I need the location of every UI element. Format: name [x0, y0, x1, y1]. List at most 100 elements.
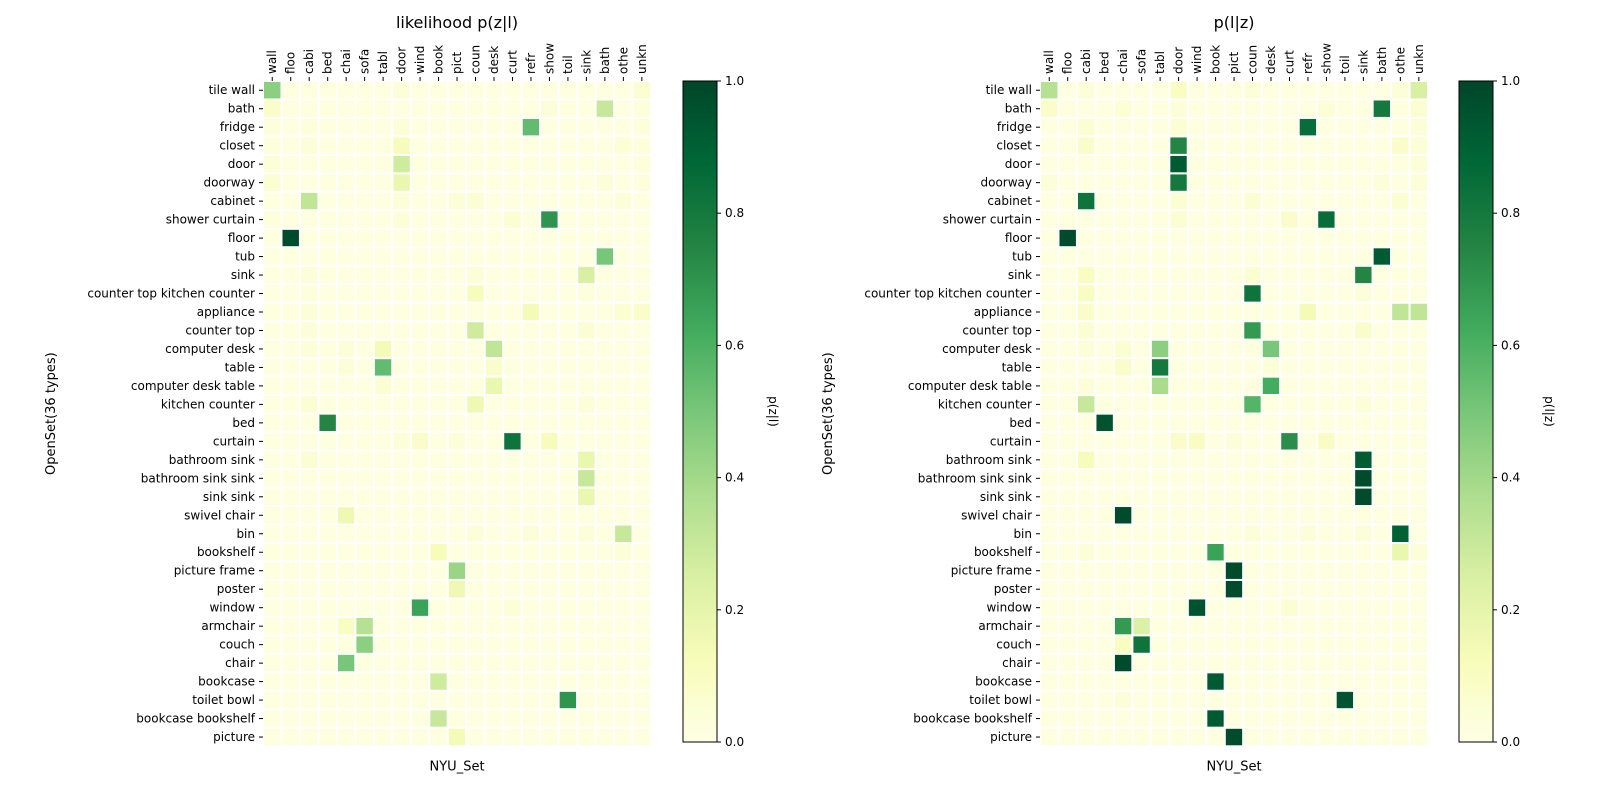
heatmap-cell [409, 116, 431, 138]
heatmap-cell [1334, 135, 1356, 156]
heatmap-cell [465, 468, 486, 489]
heatmap-cell [1316, 357, 1337, 378]
heatmap-cell [576, 578, 597, 600]
heatmap-cell [262, 172, 283, 193]
heatmap-cell [1242, 301, 1263, 323]
heatmap-cell [1223, 578, 1245, 600]
heatmap-cell [1205, 375, 1226, 397]
heatmap-cell [1223, 209, 1245, 230]
heatmap-cell [1057, 338, 1078, 360]
heatmap-cell [502, 652, 523, 674]
heatmap-cell [1390, 283, 1411, 304]
heatmap-cell [1131, 116, 1152, 138]
heatmap-cell [446, 671, 468, 692]
heatmap-cell [409, 523, 431, 545]
heatmap-cell [1094, 246, 1115, 267]
heatmap-cell [1260, 394, 1282, 415]
heatmap-cell [1242, 615, 1263, 637]
heatmap-cell [1168, 431, 1189, 452]
heatmap-cell [1297, 357, 1319, 378]
heatmap-cell [1149, 264, 1171, 286]
heatmap-cell [557, 227, 579, 249]
heatmap-cell [502, 468, 523, 489]
heatmap-cell [1408, 357, 1430, 378]
heatmap-cell [594, 449, 616, 471]
heatmap-cell [446, 357, 468, 378]
heatmap-cell [1334, 597, 1356, 618]
heatmap-cell [1112, 172, 1134, 193]
y-tick-label: sink sink [203, 490, 255, 504]
heatmap-cell [409, 597, 431, 618]
heatmap-cell [557, 597, 579, 618]
heatmap-cell [1131, 320, 1152, 341]
heatmap-cell [317, 116, 338, 138]
heatmap-cell [1408, 172, 1430, 193]
heatmap-cell [428, 615, 449, 637]
heatmap-cell [594, 615, 616, 637]
heatmap-cell [317, 338, 338, 360]
heatmap-cell [1408, 505, 1430, 526]
heatmap-cell [409, 486, 431, 508]
heatmap-cell [1297, 246, 1319, 267]
heatmap-cell [1297, 394, 1319, 415]
heatmap-cell [483, 412, 505, 434]
heatmap-cell [372, 542, 394, 563]
heatmap-cell [428, 338, 449, 360]
heatmap-cell [1075, 301, 1097, 323]
heatmap-cell [280, 209, 301, 230]
heatmap-cell [298, 412, 320, 434]
heatmap-cell [1334, 449, 1356, 471]
heatmap-cell [1205, 135, 1226, 156]
heatmap-cell [557, 486, 579, 508]
heatmap-cell [539, 597, 560, 618]
heatmap-cell [280, 394, 301, 415]
heatmap-cell [1260, 172, 1282, 193]
heatmap-cell [594, 394, 616, 415]
heatmap-cell [298, 153, 320, 175]
heatmap-cell [1242, 597, 1263, 618]
heatmap-cell [1112, 227, 1134, 249]
heatmap-cell [1112, 560, 1134, 581]
heatmap-cell [631, 578, 653, 600]
heatmap-cell [446, 689, 468, 711]
heatmap-cell [1316, 671, 1337, 692]
heatmap-cell [335, 689, 357, 711]
heatmap-cell [1316, 153, 1337, 175]
heatmap-cell [594, 301, 616, 323]
heatmap-cell [483, 80, 505, 101]
x-tick-label: cabi [302, 49, 316, 74]
heatmap-cell [1094, 652, 1115, 674]
heatmap-cell [1075, 431, 1097, 452]
heatmap-cell [1353, 726, 1374, 748]
heatmap-cell [1075, 394, 1097, 415]
heatmap-cell [409, 689, 431, 711]
heatmap-cell [1371, 523, 1393, 545]
heatmap-cell [1390, 449, 1411, 471]
heatmap-cell [1094, 689, 1115, 711]
heatmap-cell [428, 560, 449, 581]
heatmap-cell [539, 209, 560, 230]
heatmap-cell [1094, 153, 1115, 175]
heatmap-cell [1371, 320, 1393, 341]
x-tick-label: show [542, 43, 556, 74]
heatmap-cell [502, 560, 523, 581]
heatmap-cell [1260, 246, 1282, 267]
heatmap-cell [1408, 246, 1430, 267]
heatmap-cell [1334, 227, 1356, 249]
heatmap-cell [1408, 634, 1430, 655]
heatmap-cell [391, 597, 412, 618]
heatmap-cell [446, 320, 468, 341]
x-tick-label: tabl [376, 51, 390, 74]
heatmap-cell [409, 338, 431, 360]
heatmap-cell [1205, 542, 1226, 563]
heatmap-cell [1186, 338, 1208, 360]
heatmap-cell [465, 172, 486, 193]
heatmap-cell [1371, 394, 1393, 415]
heatmap-cell [1242, 394, 1263, 415]
heatmap-cell [613, 190, 634, 212]
heatmap-cell [594, 671, 616, 692]
heatmap-cell [1316, 449, 1337, 471]
heatmap-cell [354, 338, 375, 360]
heatmap-cell [1371, 357, 1393, 378]
